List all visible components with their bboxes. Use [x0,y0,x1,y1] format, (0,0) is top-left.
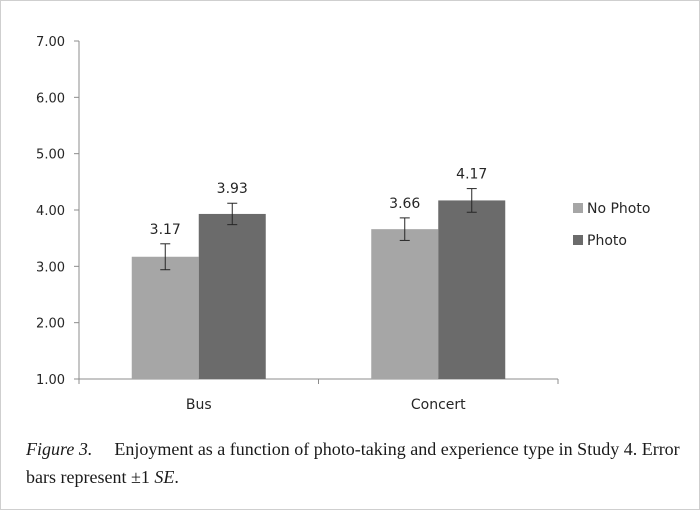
caption-se: SE [154,467,175,487]
bar [438,200,506,379]
data-label: 4.17 [456,167,487,183]
bar-chart: 1.00 2.00 3.00 4.00 5.00 6.00 7.00 Bus 3.17 3.93 C… [36,35,650,413]
legend-label: No Photo [587,201,650,217]
figure-caption: Figure 3. Enjoyment as a function of phot… [26,435,686,491]
data-label: 3.93 [217,181,248,197]
bar [371,229,439,379]
figure-label: Figure 3. [26,439,93,459]
y-tick-label: 1.00 [36,373,65,388]
y-tick-label: 6.00 [36,91,65,106]
x-category-label: Bus [186,397,212,413]
data-label: 3.17 [150,222,181,238]
x-category-label: Concert [411,397,466,413]
caption-text: Enjoyment as a function of photo-taking … [26,439,680,487]
y-tick-label: 7.00 [36,35,65,50]
legend-label: Photo [587,233,627,249]
legend-swatch [573,203,583,213]
y-tick-label: 4.00 [36,204,65,219]
legend-swatch [573,235,583,245]
bar [198,213,266,379]
caption-end: . [174,467,179,487]
y-tick-label: 2.00 [36,317,65,332]
bar [131,256,199,379]
y-tick-label: 3.00 [36,260,65,275]
y-tick-label: 5.00 [36,148,65,163]
data-label: 3.66 [389,196,420,212]
